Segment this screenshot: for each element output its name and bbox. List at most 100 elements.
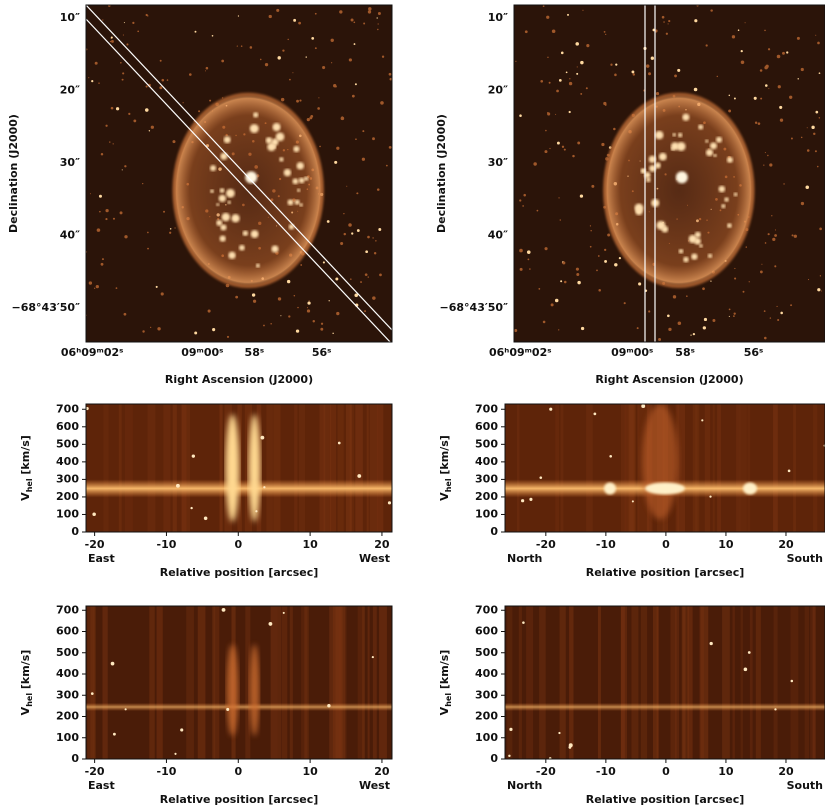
star	[558, 329, 559, 330]
y-tick-label: 200	[56, 490, 79, 503]
star	[547, 112, 550, 115]
y-tick-label: 300	[475, 472, 498, 485]
star	[372, 296, 375, 299]
hot-pixel	[372, 656, 374, 658]
emission	[604, 482, 616, 494]
star	[776, 306, 777, 307]
hot-pixel	[92, 512, 96, 516]
star	[97, 228, 101, 232]
star	[569, 78, 570, 79]
star	[318, 97, 319, 98]
star	[315, 13, 317, 15]
star	[170, 228, 171, 229]
knot	[295, 200, 300, 205]
star	[560, 280, 562, 282]
star	[382, 56, 384, 58]
streak	[526, 606, 533, 759]
star	[336, 147, 339, 150]
star	[101, 263, 104, 266]
star	[142, 183, 143, 184]
knot	[304, 177, 308, 181]
star	[577, 142, 580, 145]
star	[663, 21, 665, 23]
star	[116, 287, 118, 289]
streak	[358, 606, 364, 759]
y-tick-label: 600	[475, 625, 498, 638]
star	[276, 9, 279, 12]
knot	[673, 133, 676, 136]
knot	[228, 252, 235, 259]
star	[294, 295, 295, 296]
star	[320, 328, 323, 331]
star	[319, 146, 321, 148]
star	[368, 7, 371, 10]
star	[797, 37, 800, 40]
panel-image	[86, 606, 392, 759]
star	[525, 30, 528, 33]
hot-pixel	[509, 728, 512, 731]
star	[798, 78, 799, 79]
streak	[299, 404, 305, 532]
star	[590, 246, 592, 248]
star	[772, 238, 775, 241]
emission	[248, 414, 260, 522]
hot-pixel	[788, 470, 791, 473]
star	[801, 137, 803, 139]
star	[331, 62, 332, 63]
star	[765, 242, 767, 244]
star	[329, 300, 330, 301]
star	[147, 232, 149, 234]
star	[378, 228, 381, 231]
star	[270, 323, 271, 324]
streak	[739, 404, 746, 532]
star	[98, 82, 100, 84]
x-axis-label: Relative position [arcsec]	[160, 793, 319, 806]
star	[540, 80, 543, 83]
star	[142, 330, 144, 332]
star	[169, 232, 171, 234]
star	[734, 313, 736, 315]
streak	[586, 404, 593, 532]
streak	[87, 606, 94, 759]
star	[333, 84, 336, 87]
star	[126, 43, 128, 45]
x-tick-label: 06ʰ09ᵐ02ˢ	[61, 346, 123, 359]
star	[694, 19, 697, 22]
star	[544, 247, 547, 250]
streak	[621, 606, 627, 759]
star	[817, 42, 820, 45]
star	[350, 278, 352, 280]
streak	[633, 404, 635, 532]
star	[299, 100, 301, 102]
star	[102, 19, 103, 20]
star	[364, 310, 366, 312]
y-tick-label: 500	[56, 646, 79, 659]
star	[821, 290, 822, 291]
star	[352, 95, 355, 98]
streak	[103, 404, 108, 532]
streak	[677, 404, 685, 532]
star	[287, 280, 290, 283]
star	[774, 234, 777, 237]
panel-image	[505, 606, 825, 760]
x-tick-label: 58ˢ	[675, 346, 695, 359]
streak	[539, 606, 546, 759]
star	[729, 95, 730, 96]
star	[99, 195, 102, 198]
star	[372, 237, 373, 238]
star	[278, 297, 281, 300]
streak	[198, 606, 206, 759]
x-tick-label: -20	[85, 765, 105, 778]
star	[120, 211, 123, 214]
star	[122, 79, 124, 81]
star	[167, 79, 169, 81]
star	[322, 66, 325, 69]
star	[666, 33, 668, 35]
star	[777, 55, 781, 59]
streak	[173, 404, 177, 532]
star	[161, 79, 164, 82]
streak	[519, 606, 522, 759]
star	[545, 130, 547, 132]
knot	[220, 236, 226, 242]
star	[147, 15, 148, 16]
